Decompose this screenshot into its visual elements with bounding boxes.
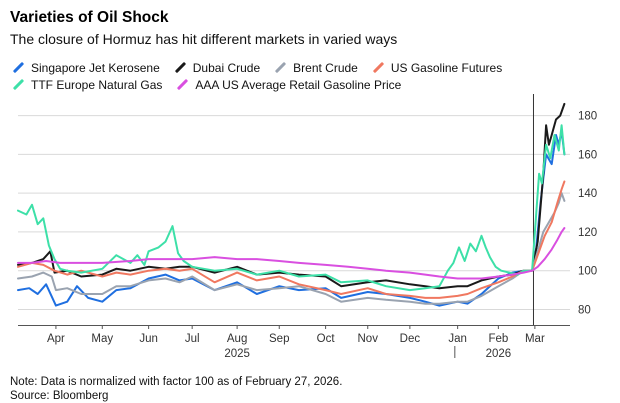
x-tick-label-mar: Mar <box>525 333 545 345</box>
legend-label-ttf-natural-gas: TTF Europe Natural Gas <box>31 77 163 92</box>
series-line-dubai-crude <box>17 102 566 290</box>
legend-item-dubai-crude[interactable]: Dubai Crude <box>174 61 260 75</box>
gridlines <box>18 115 570 310</box>
legend-label-jet-kerosene: Singapore Jet Kerosene <box>31 60 160 75</box>
legend-label-us-gasoline-futures: US Gasoline Futures <box>390 60 503 75</box>
legend-item-us-gasoline-futures[interactable]: US Gasoline Futures <box>372 61 502 75</box>
year-label-2026: 2026 <box>486 348 512 360</box>
chart-title: Varieties of Oil Shock <box>10 9 169 26</box>
x-tick-label-dec: Dec <box>400 333 421 345</box>
series-lines <box>17 102 566 307</box>
chart-footer: Note: Data is normalized with factor 100… <box>10 375 342 403</box>
y-tick-label-120: 120 <box>578 227 597 239</box>
x-tick-label-nov: Nov <box>358 333 379 345</box>
legend-item-jet-kerosene[interactable]: Singapore Jet Kerosene <box>12 61 160 75</box>
axes: 80 100 120 140 160 180 Apr May Jun Jul Aug Sep Oct No… <box>18 111 597 360</box>
y-tick-label-100: 100 <box>578 266 597 278</box>
y-tick-label-140: 140 <box>578 188 597 200</box>
legend-item-ttf-natural-gas[interactable]: TTF Europe Natural Gas <box>12 78 162 92</box>
year-label-2025: 2025 <box>224 348 250 360</box>
y-tick-label-80: 80 <box>578 304 591 316</box>
legend-label-aaa-retail-gasoline: AAA US Average Retail Gasoline Price <box>195 77 402 92</box>
series-line-aaa-us-average-retail-gasoline-price <box>17 227 566 280</box>
chart-note: Note: Data is normalized with factor 100… <box>10 376 343 388</box>
y-tick-label-160: 160 <box>578 149 597 161</box>
legend-item-brent-crude[interactable]: Brent Crude <box>274 61 358 75</box>
x-tick-label-oct: Oct <box>317 333 336 345</box>
legend-row-2: TTF Europe Natural Gas AAA US Average Re… <box>12 76 532 93</box>
x-tick-label-jun: Jun <box>139 333 158 345</box>
legend-label-dubai-crude: Dubai Crude <box>192 60 261 75</box>
x-tick-label-apr: Apr <box>47 333 65 345</box>
x-tick-label-sep: Sep <box>269 333 289 345</box>
series-line-ttf-europe-natural-gas <box>17 124 566 292</box>
x-tick-label-jan: Jan <box>448 333 467 345</box>
x-tick-label-aug: Aug <box>227 333 247 345</box>
x-tick-label-may: May <box>91 333 113 345</box>
y-tick-label-180: 180 <box>578 111 597 123</box>
x-tick-label-jul: Jul <box>185 333 200 345</box>
legend: Singapore Jet Kerosene Dubai Crude Brent… <box>12 59 532 93</box>
x-tick-label-feb: Feb <box>488 333 508 345</box>
chart-subtitle: The closure of Hormuz has hit different … <box>10 31 398 47</box>
legend-label-brent-crude: Brent Crude <box>293 60 358 75</box>
legend-row-1: Singapore Jet Kerosene Dubai Crude Brent… <box>12 59 532 76</box>
legend-item-aaa-retail-gasoline[interactable]: AAA US Average Retail Gasoline Price <box>176 78 401 92</box>
chart-source: Source: Bloomberg <box>10 390 109 402</box>
